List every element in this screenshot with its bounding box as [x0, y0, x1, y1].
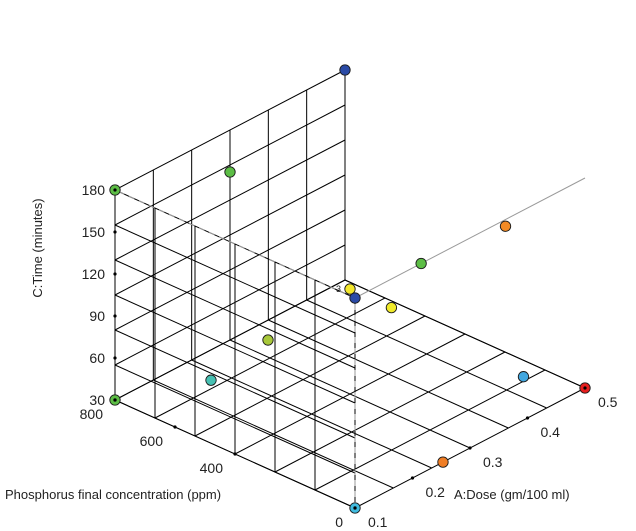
y-axis-title: Phosphorus final concentration (ppm) [5, 487, 221, 502]
z-tick-mark [113, 230, 117, 234]
z-tick-mark [113, 272, 117, 276]
z-tick-label: 60 [89, 350, 105, 366]
floor-grid-line [306, 299, 547, 409]
x-tick-label: 0.3 [483, 454, 503, 470]
x-tick-mark [410, 476, 415, 480]
left-wall-grid-line [114, 189, 356, 299]
x-tick-label: 0.2 [426, 484, 446, 500]
frame-line [344, 279, 586, 389]
data-point [517, 371, 530, 383]
z-tick-label: 120 [82, 266, 106, 282]
x-tick-label: 0.5 [598, 394, 618, 410]
data-point [349, 292, 361, 304]
data-point [415, 257, 427, 270]
x-tick-mark [353, 506, 357, 510]
data-point [339, 64, 351, 76]
floor-grid-line [154, 297, 386, 419]
data-point [499, 220, 512, 232]
y-tick-label: 0 [335, 514, 343, 530]
left-wall-grid-line [114, 224, 356, 334]
data-point [205, 374, 217, 386]
z-tick-label: 90 [89, 308, 105, 324]
y-tick-mark [113, 398, 117, 402]
y-tick-mark [233, 452, 237, 456]
ticks-layer: 30 60 90 120 150 180 0 400 600 800 0.1 0.2 0.3 0.4 0.5 [80, 182, 618, 530]
z-axis-title: C:Time (minutes) [30, 198, 45, 297]
y-tick-mark [173, 425, 177, 429]
z-tick-label: 30 [89, 392, 105, 408]
y-tick-label: 800 [80, 406, 104, 422]
points-layer: 3 [109, 64, 591, 514]
y-tick-label: 400 [200, 460, 224, 476]
guide-lines [114, 177, 586, 508]
x-tick-label: 0.4 [541, 424, 561, 440]
x-tick-mark [468, 446, 472, 450]
z-tick-mark [113, 356, 117, 360]
data-point [385, 301, 398, 314]
y-tick-label: 600 [140, 433, 164, 449]
guide-line-right [354, 177, 586, 299]
z-tick-mark [113, 188, 117, 192]
z-tick-mark [113, 314, 117, 318]
z-tick-label: 150 [82, 224, 106, 240]
x-tick-label: 0.1 [368, 514, 388, 530]
data-point [262, 334, 274, 346]
x-tick-mark [525, 416, 530, 420]
data-point [224, 166, 236, 178]
x-tick-mark [583, 386, 587, 390]
data-point [437, 456, 449, 468]
data-point [344, 283, 356, 295]
point-count-label: 3 [336, 284, 341, 294]
floor-grid-line [268, 319, 509, 429]
right-wall-grid-line [114, 69, 346, 191]
z-tick-label: 180 [82, 182, 106, 198]
grid-lines [114, 69, 586, 509]
x-axis-title: A:Dose (gm/100 ml) [454, 487, 570, 502]
right-wall-grid-line [114, 104, 346, 226]
